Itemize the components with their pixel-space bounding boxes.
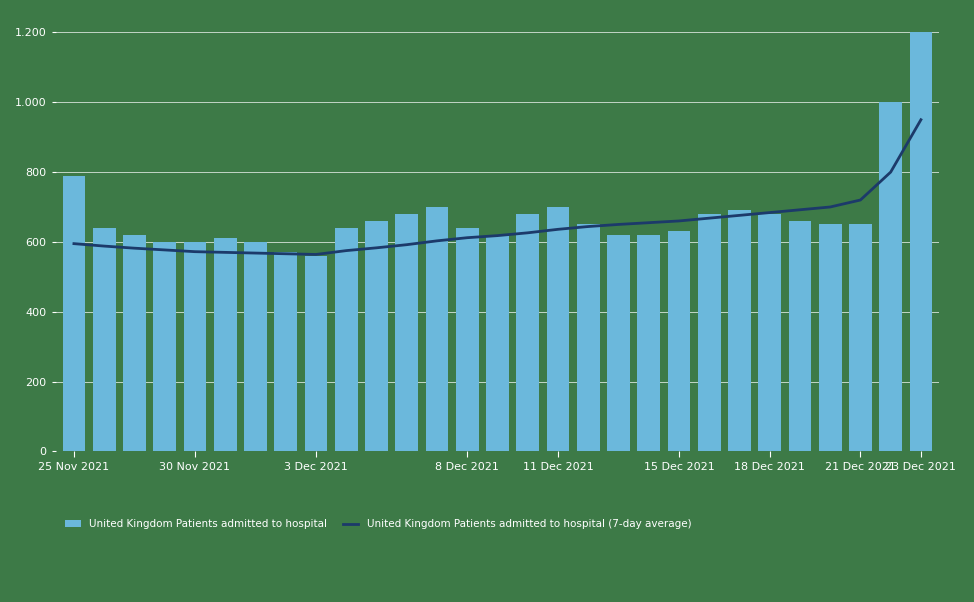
- Bar: [123, 235, 146, 452]
- Bar: [849, 225, 872, 452]
- Bar: [697, 214, 721, 452]
- Bar: [486, 235, 508, 452]
- Bar: [819, 225, 842, 452]
- Bar: [244, 242, 267, 452]
- Bar: [516, 214, 539, 452]
- Bar: [183, 242, 206, 452]
- Bar: [637, 235, 660, 452]
- Bar: [910, 33, 932, 451]
- Bar: [305, 256, 327, 452]
- Bar: [759, 214, 781, 452]
- Bar: [93, 228, 116, 452]
- Bar: [426, 207, 448, 452]
- Bar: [62, 176, 86, 452]
- Bar: [456, 228, 478, 452]
- Bar: [789, 221, 811, 452]
- Bar: [880, 102, 902, 452]
- Bar: [214, 238, 237, 452]
- Bar: [607, 235, 630, 452]
- Bar: [667, 231, 691, 452]
- Bar: [395, 214, 418, 452]
- Bar: [335, 228, 357, 452]
- Legend: United Kingdom Patients admitted to hospital, United Kingdom Patients admitted t: United Kingdom Patients admitted to hosp…: [61, 515, 695, 533]
- Bar: [577, 225, 600, 452]
- Bar: [365, 221, 388, 452]
- Bar: [546, 207, 569, 452]
- Bar: [275, 252, 297, 452]
- Bar: [153, 242, 176, 452]
- Bar: [729, 211, 751, 452]
